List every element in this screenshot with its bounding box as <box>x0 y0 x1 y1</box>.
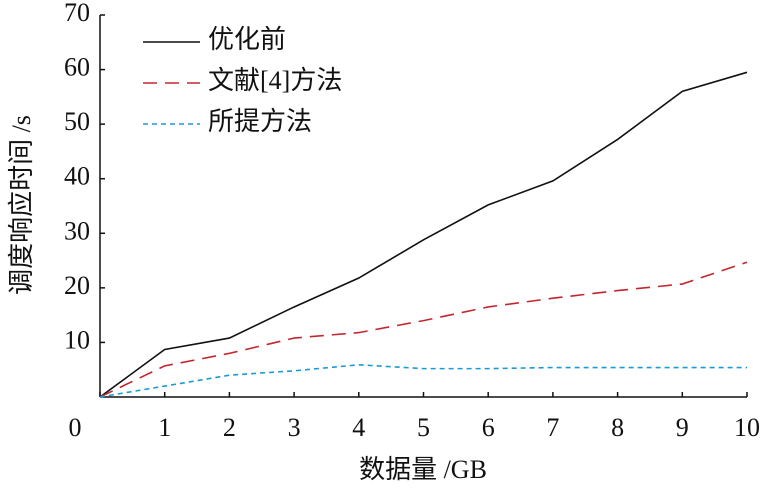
x-tick-label: 6 <box>482 413 495 442</box>
x-tick-label: 8 <box>611 413 624 442</box>
x-tick-label: 10 <box>734 413 760 442</box>
x-tick-label: 3 <box>288 413 301 442</box>
y-tick-label: 70 <box>64 0 90 27</box>
x-tick-label: 0 <box>69 413 82 442</box>
y-axis-label: 调度响应时间 /s <box>7 115 36 295</box>
x-tick-label: 2 <box>223 413 236 442</box>
legend-label: 优化前 <box>208 25 286 54</box>
series-line <box>99 364 747 398</box>
y-tick-label: 20 <box>64 271 90 300</box>
x-tick-label: 4 <box>352 413 365 442</box>
legend-label: 所提方法 <box>208 107 312 136</box>
y-tick-label: 30 <box>64 216 90 245</box>
y-tick-label: 50 <box>64 107 90 136</box>
series-line <box>99 71 748 398</box>
series-line <box>99 261 748 398</box>
x-axis-label: 数据量 /GB <box>359 455 487 484</box>
x-tick-label: 1 <box>158 413 171 442</box>
y-tick-label: 60 <box>64 53 90 82</box>
y-tick-label: 10 <box>64 325 90 354</box>
legend-label: 文献[4]方法 <box>208 66 342 95</box>
x-tick-label: 7 <box>546 413 559 442</box>
y-tick-label: 40 <box>64 162 90 191</box>
x-tick-label: 5 <box>417 413 430 442</box>
x-tick-label: 9 <box>676 413 689 442</box>
